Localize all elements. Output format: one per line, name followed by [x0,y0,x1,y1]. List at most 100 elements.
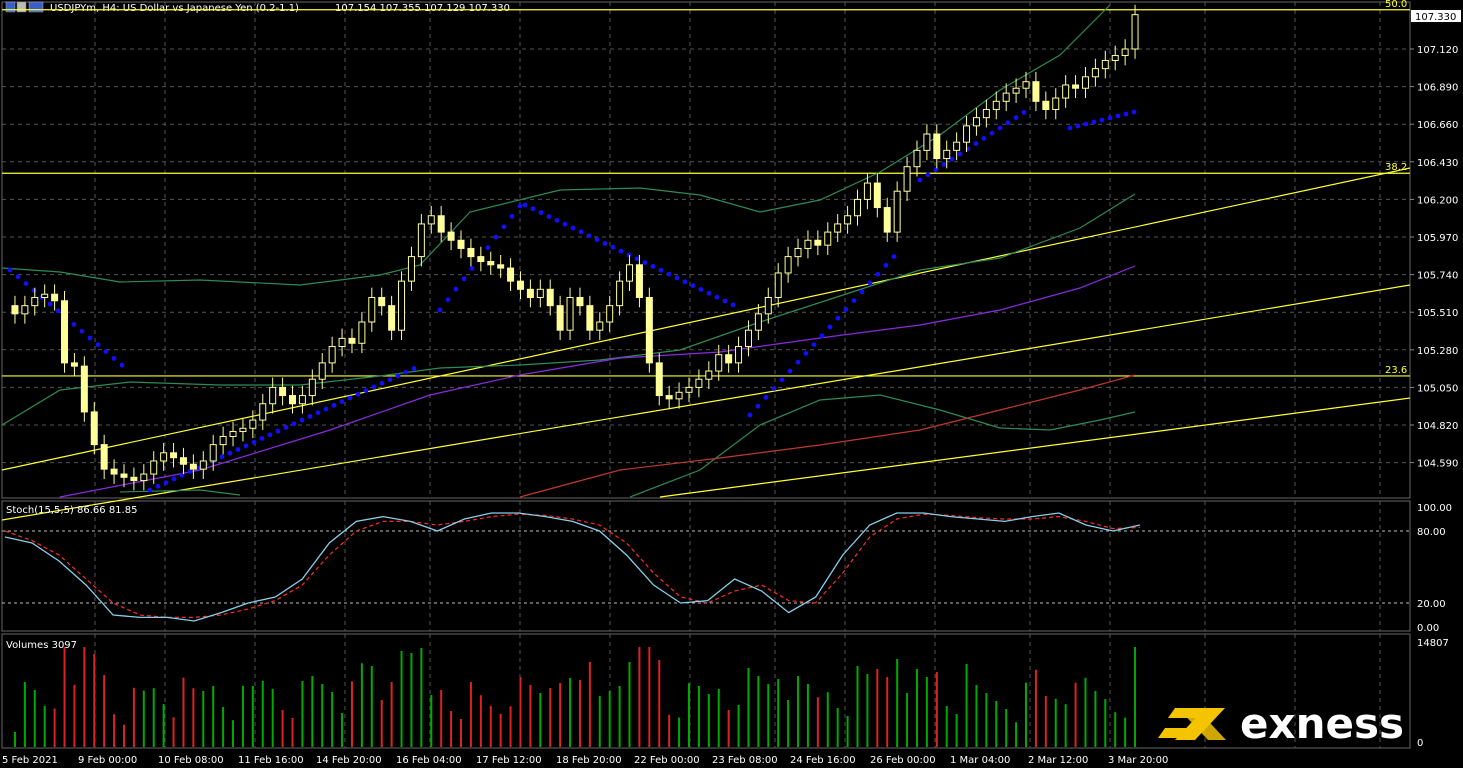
candle-body [487,261,495,266]
candle-body [318,362,326,380]
sar-dot [227,450,233,456]
stoch-level-lines [2,530,1410,604]
candle-body [1081,76,1089,89]
sar-dot [87,335,93,341]
candle-body [616,280,624,307]
sar-dot [747,412,753,418]
main-panel-border [1,1,1411,499]
time-axis[interactable]: 5 Feb 2021 9 Feb 00:00 10 Feb 08:00 11 Feb … [2,755,1168,766]
sar-dot [779,377,785,383]
candle-body [715,354,723,372]
candle-body [873,182,881,209]
candle-body [685,386,693,393]
candle-body [1091,68,1099,78]
price-tick-label: 106.660 [1417,120,1458,131]
sar-dot [546,214,552,219]
stoch-title: Stoch(15,5,5) 86.66 81.85 [6,505,137,516]
price-tick-label: 105.050 [1417,383,1458,394]
chart-restore-icon[interactable] [16,1,27,13]
sar-dot [706,290,712,296]
candle-body [457,239,465,249]
sar-dot [71,322,77,327]
sar-dot [1115,113,1121,119]
stoch-axis: 100.00 80.00 20.00 0.00 [1417,503,1452,634]
price-axis[interactable]: 107.120 106.890 106.660 106.430 106.200 105.9… [1410,45,1458,470]
symbol-title: USDJPYm, H4: US Dollar vs Japanese Yen (… [50,3,299,14]
sar-dot [586,233,592,239]
chart-properties-icon[interactable] [28,1,44,13]
candle-body [596,321,604,331]
candle-body [794,247,802,258]
header-bar: USDJPYm, H4: US Dollar vs Japanese Yen (… [5,1,510,14]
ohlc-values: 107.154 107.355 107.129 107.330 [335,3,510,14]
sar-dot [722,298,728,304]
sar-dot [275,428,281,434]
sar-dot [1099,117,1105,123]
sar-dot [111,356,117,361]
candle-body [1131,14,1139,50]
time-axis-label: 10 Feb 08:00 [158,755,224,766]
sar-dot [299,417,305,423]
candle-body [626,264,634,282]
candle-body [834,223,842,233]
time-axis-label: 14 Feb 20:00 [316,755,382,766]
candle-body [546,288,554,307]
sar-dot [461,276,467,282]
candle-body [219,435,227,446]
trendline-lower[interactable] [659,397,1411,498]
candle-body [963,125,971,143]
candle-body [259,403,267,421]
candle-body [90,411,98,446]
sar-dot [379,380,385,386]
candle-body [1012,87,1020,94]
sar-dot [395,373,401,379]
candle-body [150,460,158,475]
candle-body [1121,48,1129,57]
sar-dot [31,288,37,293]
candle-body [695,378,703,388]
candle-body [11,305,19,315]
parabolic-sar [7,109,1137,493]
sar-dot [795,359,801,365]
trend-channel-lines[interactable] [1,167,1411,521]
bollinger-upper-line [1,4,1111,286]
candle-body [100,444,108,470]
trendline-middle[interactable] [1,284,1411,521]
sar-dot [819,333,825,339]
trendline-upper[interactable] [1,167,1411,471]
candle-body [992,100,1000,110]
price-tick-label: 106.890 [1417,83,1458,94]
exness-logo: exness [1158,699,1404,748]
candle-body [497,264,505,269]
sar-dot [403,369,409,375]
candle-body [735,346,743,364]
fib-level-label: 50.0 [1385,0,1407,10]
candle-body [328,346,336,364]
sar-dot [698,287,704,292]
chart-window-icon[interactable] [5,1,16,13]
sar-dot [1123,111,1129,117]
sar-dot [163,480,169,486]
sar-dot [570,225,576,231]
candle-body [269,386,277,405]
sar-dot [331,402,337,408]
candle-body [368,296,376,323]
sar-dot [933,167,939,173]
candle-body [516,280,524,290]
sar-dot [235,447,241,452]
sar-dot [1083,121,1089,127]
candle-body [903,166,911,192]
sar-dot [730,302,736,308]
sar-dot [835,315,841,321]
candle-body [1042,100,1050,110]
sar-dot [578,229,584,235]
candle-body [972,117,980,127]
sar-dot [941,162,947,167]
sar-dot [171,476,177,482]
sar-dot [355,391,361,397]
time-axis-label: 11 Feb 16:00 [238,755,304,766]
candle-body [41,293,49,298]
candle-body [189,463,197,470]
volume-max-label: 14807 [1417,638,1449,649]
